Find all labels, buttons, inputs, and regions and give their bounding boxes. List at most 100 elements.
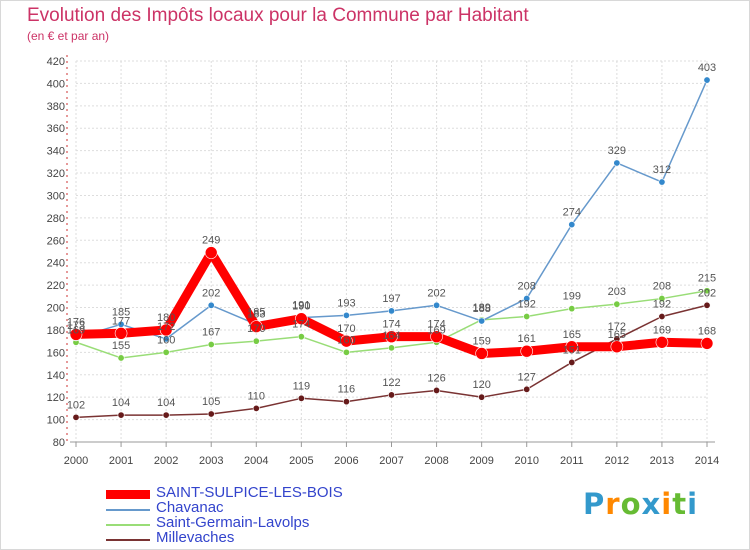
chart-subtitle: (en € et par an) [27,29,110,43]
data-point [295,312,308,326]
data-label: 185 [112,306,130,318]
data-label: 169 [427,324,445,336]
data-label: 120 [472,379,490,391]
data-point [162,348,170,356]
x-tick-label: 2001 [109,455,133,467]
y-tick-label: 340 [47,146,65,158]
y-tick-label: 360 [47,123,65,135]
data-label: 174 [427,319,445,331]
data-label: 110 [248,390,266,402]
axes: 80 100 120 140 160 180 200 220 240 260 280 300 320 34… [47,55,719,467]
chart-title: Evolution des Impôts locaux pour la Comm… [27,5,529,26]
y-tick-label: 300 [47,190,65,202]
data-label: 193 [337,297,355,309]
logo-letter: r [605,487,621,521]
data-label: 191 [292,300,310,312]
data-label: 202 [698,287,716,299]
y-tick-label: 100 [47,415,65,427]
proxiti-logo: Proxiti [583,487,698,521]
data-point [114,327,128,340]
data-label: 170 [337,323,355,335]
data-label: 329 [608,145,626,157]
data-label: 116 [338,384,356,396]
data-label: 127 [518,371,536,383]
data-point [207,410,215,418]
y-tick-label: 260 [47,235,65,247]
data-point [249,320,263,333]
data-point [703,76,711,84]
data-point [610,340,624,354]
data-point [297,333,305,341]
data-label: 189 [472,302,490,314]
data-point [342,311,350,319]
logo-letter: x [641,487,662,521]
data-point [387,344,395,352]
data-point [252,337,260,345]
x-tick-label: 2011 [560,455,584,467]
x-tick-label: 2003 [199,455,223,467]
data-point [568,305,576,313]
y-tick-label: 380 [47,101,65,113]
y-tick-label: 120 [47,392,65,404]
data-point [207,341,215,349]
data-label: 104 [157,397,175,409]
data-label: 177 [112,315,130,327]
logo-letter: P [583,487,606,521]
legend-swatch [106,524,150,526]
data-label: 403 [698,62,716,74]
data-point [117,354,125,362]
x-tick-label: 2000 [64,455,88,467]
data-label: 155 [112,340,130,352]
data-label: 151 [563,344,581,356]
data-label: 160 [337,334,355,346]
x-tick-label: 2013 [650,455,674,467]
data-label: 174 [382,319,400,331]
data-label: 190 [292,301,310,313]
data-label: 169 [653,324,671,336]
data-point [568,221,576,229]
data-point [523,312,531,320]
y-tick-label: 140 [47,370,65,382]
data-label: 185 [247,306,265,318]
data-point [658,178,666,186]
data-point [523,295,531,303]
data-label: 105 [202,396,220,408]
data-point [387,307,395,315]
grid [75,60,708,443]
x-tick-label: 2014 [695,455,719,467]
data-label: 176 [67,316,85,328]
data-point [565,340,579,354]
data-label: 122 [382,377,400,389]
data-label: 215 [698,273,716,285]
data-point [342,398,350,406]
data-label: 192 [653,298,671,310]
y-tick-label: 400 [47,78,65,90]
legend-label: SAINT-SULPICE-LES-BOIS [156,484,343,501]
data-point [387,391,395,399]
data-point [162,411,170,419]
data-point [204,246,218,259]
data-point [433,301,441,309]
data-point [613,159,621,167]
legend-swatch [106,509,150,511]
data-point [703,287,711,295]
data-point [433,386,441,394]
data-label: 169 [67,324,85,336]
data-label: 161 [518,333,536,345]
y-tick-label: 420 [47,56,65,68]
data-label: 249 [202,235,220,247]
data-label: 180 [157,312,175,324]
data-label: 160 [157,334,175,346]
data-point [297,394,305,402]
x-tick-label: 2009 [469,455,493,467]
x-tick-label: 2005 [289,455,313,467]
data-label: 174 [292,319,310,331]
y-tick-label: 200 [47,303,65,315]
data-label: 167 [202,327,220,339]
data-label: 102 [67,399,85,411]
data-point [520,344,534,358]
y-tick-label: 320 [47,168,65,180]
data-point [72,413,80,421]
